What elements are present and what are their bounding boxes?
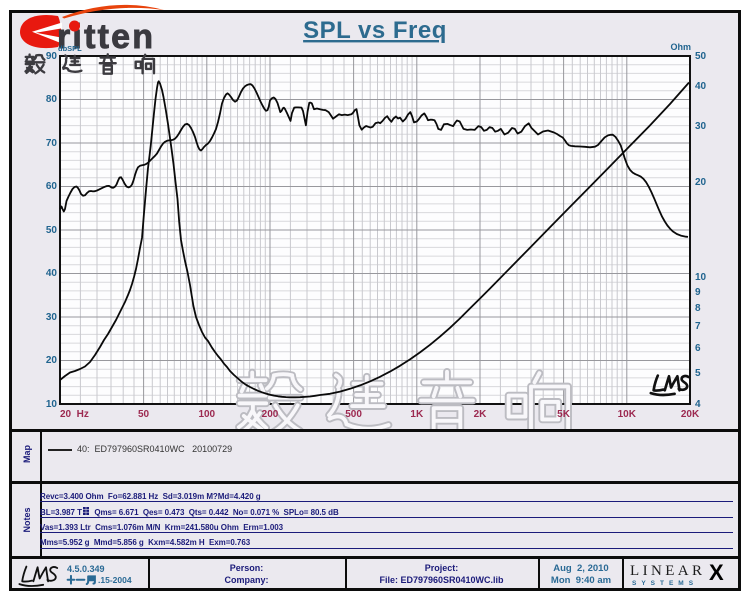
svg-text:SPL vs Freq: SPL vs Freq: [303, 17, 447, 44]
